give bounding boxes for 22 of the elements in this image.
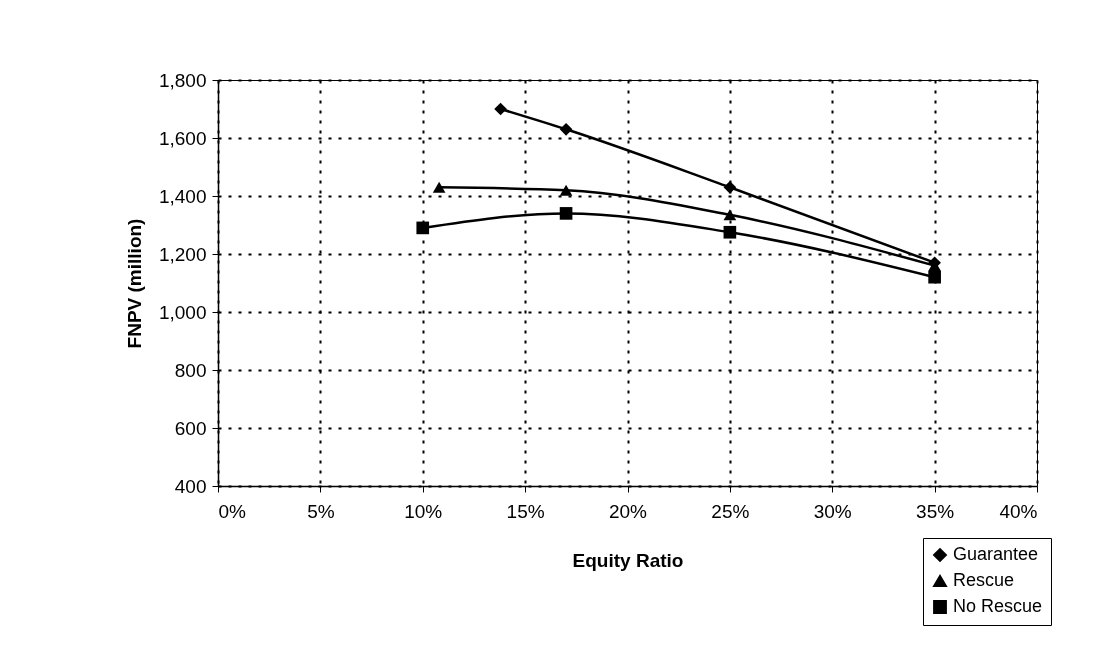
y-tick-label: 1,400 bbox=[158, 185, 207, 207]
legend-label: No Rescue bbox=[953, 596, 1043, 616]
x-tick-label: 5% bbox=[307, 500, 335, 522]
x-tick-label: 35% bbox=[916, 500, 955, 522]
y-tick-label: 600 bbox=[174, 417, 207, 439]
y-tick-label: 1,200 bbox=[158, 243, 207, 265]
x-tick-label: 30% bbox=[813, 500, 852, 522]
x-tick-label: 40% bbox=[999, 500, 1038, 522]
y-tick-label: 1,600 bbox=[158, 127, 207, 149]
x-axis-title: Equity Ratio bbox=[572, 549, 684, 571]
y-tick-label: 400 bbox=[174, 475, 207, 497]
x-tick-label: 15% bbox=[506, 500, 545, 522]
y-axis-title: FNPV (million) bbox=[123, 218, 145, 349]
legend-label: Guarantee bbox=[953, 544, 1039, 564]
y-tick-label: 800 bbox=[174, 359, 207, 381]
x-tick-label: 20% bbox=[608, 500, 648, 522]
x-tick-label: 10% bbox=[404, 500, 443, 522]
x-tick-label: 0% bbox=[218, 500, 247, 522]
y-tick-label: 1,800 bbox=[158, 69, 207, 91]
y-tick-label: 1,000 bbox=[158, 301, 207, 323]
legend-label: Rescue bbox=[953, 570, 1015, 590]
x-tick-label: 25% bbox=[711, 500, 750, 522]
